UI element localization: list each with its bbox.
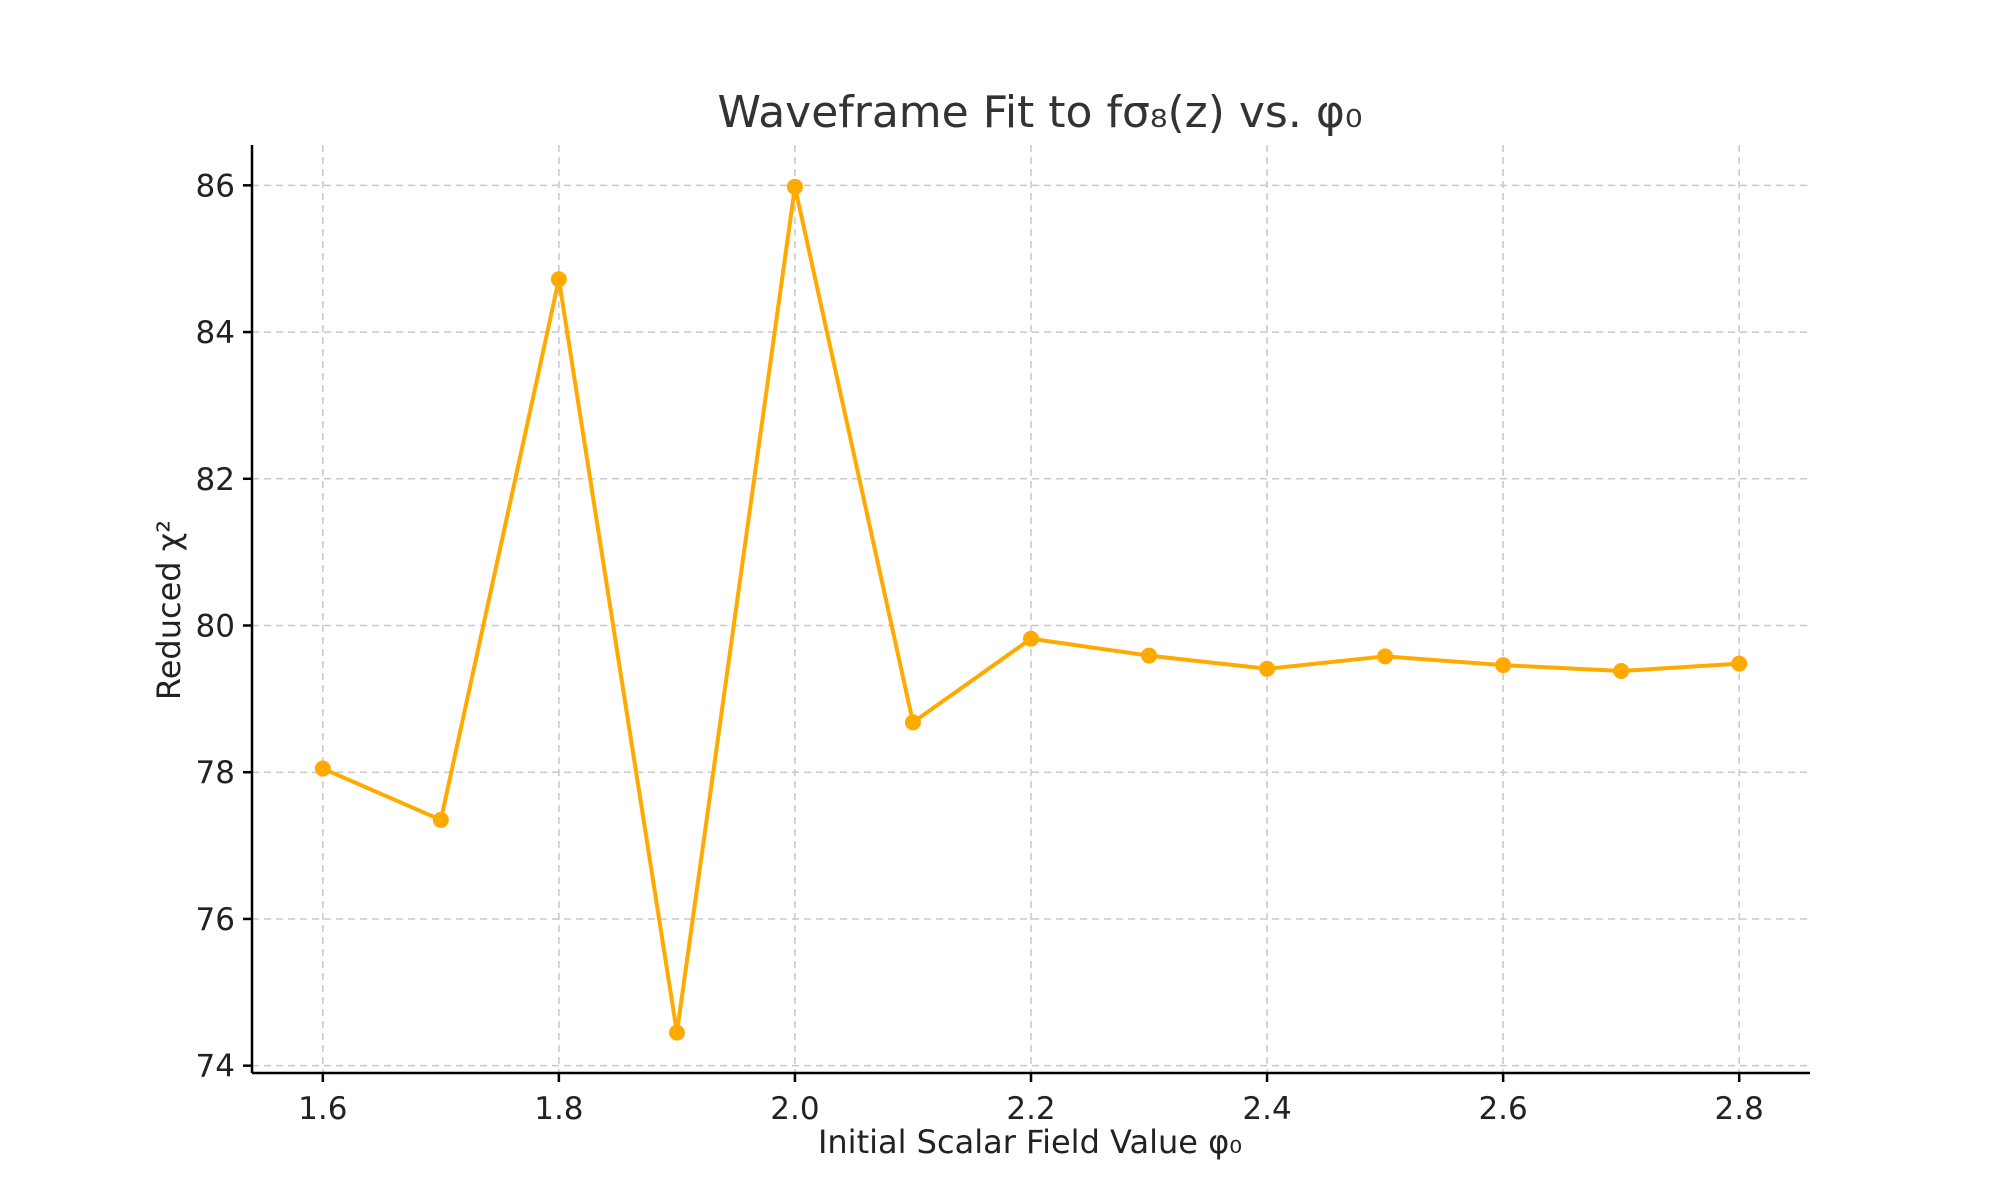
y-tick-label: 82 xyxy=(196,462,235,498)
y-tick-label: 86 xyxy=(196,168,235,204)
y-axis-label: Reduced χ² xyxy=(150,520,188,700)
y-tick-label: 80 xyxy=(196,609,235,645)
data-point xyxy=(1613,662,1630,679)
y-tick-label: 84 xyxy=(196,315,235,351)
x-tick-label: 1.6 xyxy=(298,1091,347,1127)
x-tick-label: 2.8 xyxy=(1715,1091,1764,1127)
data-point xyxy=(904,714,921,731)
grid-layer xyxy=(252,145,1810,1073)
x-tick-label: 2.6 xyxy=(1478,1091,1527,1127)
data-point xyxy=(1495,657,1512,674)
chart-title: Waveframe Fit to fσ₈(z) vs. φ₀ xyxy=(718,87,1363,138)
x-axis-label: Initial Scalar Field Value φ₀ xyxy=(818,1123,1242,1161)
x-tick-label: 1.8 xyxy=(534,1091,583,1127)
data-point xyxy=(1023,630,1039,647)
y-tick-label: 76 xyxy=(196,902,235,938)
data-point xyxy=(786,178,803,195)
data-point xyxy=(1259,660,1276,677)
x-tick-label: 2.4 xyxy=(1242,1091,1291,1127)
ticks-layer: 1.6 1.8 2.0 2.2 2.4 2.6 2.8 74 76 78 80 82 84 86 xyxy=(196,168,1764,1127)
data-point xyxy=(1141,647,1158,664)
series-layer xyxy=(314,178,1748,1041)
data-point xyxy=(550,271,567,288)
x-tick-label: 2.2 xyxy=(1006,1091,1055,1127)
data-point xyxy=(1377,648,1394,665)
data-point xyxy=(432,811,449,828)
x-tick-label: 2.0 xyxy=(770,1091,819,1127)
data-point xyxy=(668,1024,685,1041)
data-point xyxy=(314,760,331,777)
y-tick-label: 74 xyxy=(196,1049,235,1085)
y-tick-label: 78 xyxy=(196,755,235,791)
data-point xyxy=(1731,655,1748,672)
